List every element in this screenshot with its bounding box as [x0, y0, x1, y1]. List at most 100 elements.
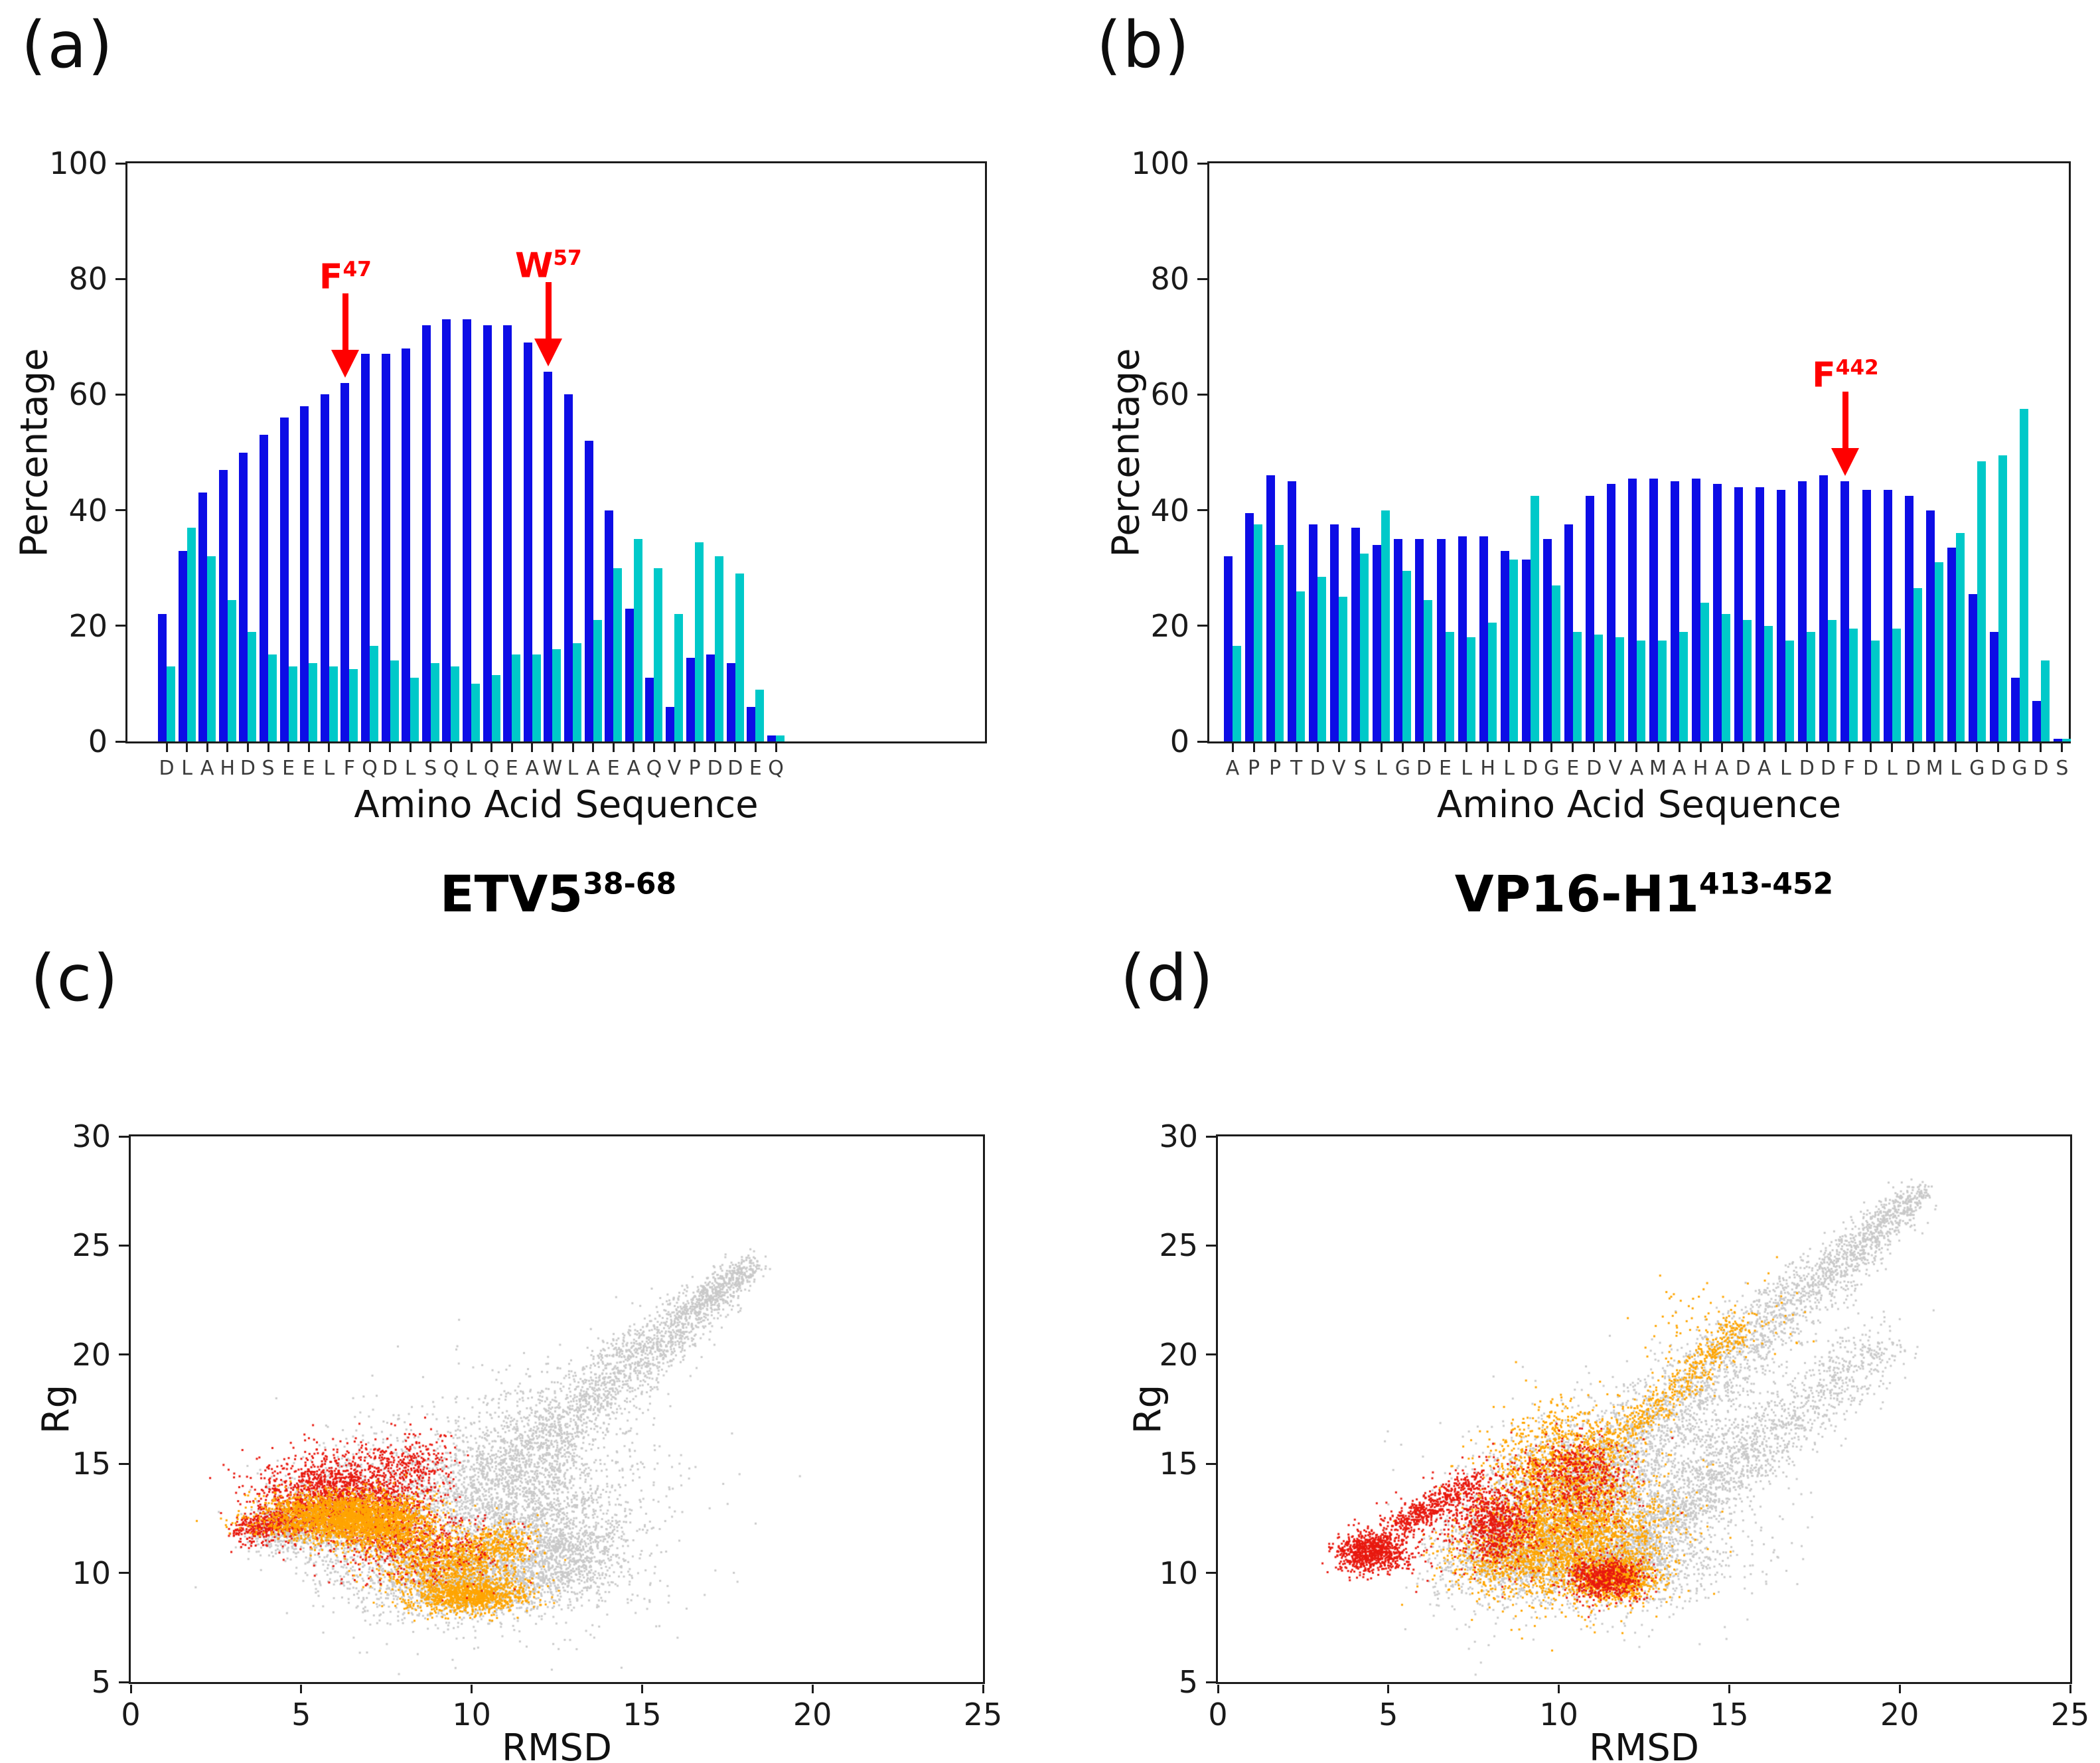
- scatter-canvas: [1218, 1136, 2070, 1682]
- x-tick-letter: D: [1799, 757, 1815, 780]
- scatter-chart-c: Rg RMSD 0 5 10 15 20 25 5 10 15 20 25 30: [35, 1121, 1003, 1763]
- x-tick-letter: Q: [362, 757, 378, 780]
- y-tick-mark: [119, 1353, 129, 1356]
- x-tick-mark: [551, 743, 554, 752]
- x-tick-letter: H: [1480, 757, 1495, 780]
- bar-cyan: [1892, 629, 1901, 741]
- bar-chart-vp16: Percentage Amino Acid Sequence 0 20 40 60 80…: [1105, 148, 2071, 826]
- bar-blue: [503, 325, 512, 741]
- x-tick-mark: [1529, 743, 1532, 752]
- x-tick-letter: S: [2056, 757, 2069, 780]
- x-tick-letter: G: [1969, 757, 1985, 780]
- bar-blue: [340, 382, 350, 741]
- x-tick-letter: V: [1331, 757, 1346, 780]
- y-tick-label: 20: [1150, 607, 1189, 644]
- x-tick-mark: [267, 743, 269, 752]
- x-tick-mark: [1805, 743, 1808, 752]
- bar-blue: [442, 319, 451, 741]
- scatter-chart-d: Rg RMSD 0 5 10 15 20 25 5 10 15 20 25 30: [1127, 1121, 2090, 1763]
- bar-cyan: [227, 599, 236, 741]
- x-tick-letter: D: [240, 757, 256, 780]
- x-tick-mark: [612, 743, 615, 752]
- x-tick-letter: E: [749, 757, 762, 780]
- x-tick-letter: V: [667, 757, 682, 780]
- y-tick-mark: [115, 162, 125, 165]
- annotation-sup: 442: [1835, 356, 1879, 380]
- bar-blue: [178, 550, 187, 741]
- y-tick-mark: [1197, 393, 1207, 396]
- bar-blue: [2032, 701, 2041, 741]
- x-tick-letter: E: [607, 757, 620, 780]
- x-tick-mark: [1465, 743, 1468, 752]
- y-tick-label: 100: [49, 145, 108, 181]
- bar-blue: [1330, 524, 1339, 741]
- x-tick-label: 15: [1710, 1697, 1749, 1732]
- x-tick-label: 15: [623, 1697, 662, 1732]
- x-tick-label: 10: [452, 1697, 491, 1732]
- bar-cyan: [1402, 571, 1412, 741]
- bar-blue: [1798, 481, 1807, 741]
- x-tick-mark: [694, 743, 696, 752]
- x-tick-mark: [1976, 743, 1979, 752]
- y-tick-label: 20: [1159, 1336, 1198, 1373]
- x-tick-letter: D: [1990, 757, 2006, 780]
- bar-blue: [300, 406, 309, 741]
- bar-blue: [1224, 556, 1233, 741]
- x-tick-mark: [328, 743, 331, 752]
- bar-cyan: [694, 542, 704, 741]
- bar-cyan: [1339, 597, 1348, 741]
- bar-blue: [747, 706, 756, 741]
- x-tick-mark: [1912, 743, 1915, 752]
- x-tick-letter: S: [1353, 757, 1367, 780]
- bar-blue: [1245, 512, 1254, 741]
- x-tick-letter: W: [542, 757, 563, 780]
- x-tick-mark: [754, 743, 757, 752]
- bar-cyan: [1509, 559, 1518, 741]
- y-tick-mark: [119, 1244, 129, 1247]
- x-tick-mark: [1635, 743, 1638, 752]
- x-tick-mark: [1827, 743, 1829, 752]
- x-tick-letter: A: [525, 757, 540, 780]
- y-tick-mark: [1206, 1462, 1216, 1465]
- y-tick-mark: [1197, 162, 1207, 165]
- bar-cyan: [715, 556, 724, 741]
- annotation-arrow-shaft: [1842, 392, 1848, 449]
- annotation-arrow-head: [534, 338, 563, 366]
- x-tick-mark: [1593, 743, 1596, 752]
- title-etv5-sup: 38-68: [583, 867, 677, 901]
- bar-cyan: [1233, 646, 1241, 741]
- y-tick-label: 30: [1159, 1118, 1198, 1154]
- y-tick-label: 40: [68, 492, 108, 528]
- bar-cyan: [1275, 544, 1284, 741]
- bar-cyan: [532, 654, 541, 741]
- x-tick-letter: L: [567, 757, 579, 780]
- bar-cyan: [187, 527, 196, 741]
- bar-cyan: [1530, 495, 1539, 741]
- bar-cyan: [593, 620, 602, 741]
- y-tick-mark: [115, 393, 125, 396]
- bar-cyan: [1870, 640, 1880, 741]
- bar-blue: [279, 418, 289, 741]
- bar-blue: [158, 614, 167, 741]
- x-tick-mark: [1699, 743, 1702, 752]
- bar-cyan: [288, 666, 297, 741]
- x-tick-mark: [471, 1685, 473, 1693]
- x-tick-mark: [1955, 743, 1957, 752]
- x-tick-letter: T: [1290, 757, 1303, 780]
- y-tick-mark: [119, 1681, 129, 1683]
- x-tick-letter: M: [1925, 757, 1943, 780]
- y-tick-mark: [1206, 1681, 1216, 1683]
- x-tick-mark: [1728, 1685, 1730, 1693]
- x-tick-label: 0: [121, 1697, 141, 1732]
- x-tick-mark: [1678, 743, 1681, 752]
- x-tick-mark: [300, 1685, 303, 1693]
- bar-blue: [625, 608, 634, 741]
- bar-blue: [544, 371, 553, 741]
- bar-cyan: [552, 649, 562, 741]
- x-tick-letter: D: [382, 757, 398, 780]
- bar-cyan: [268, 654, 277, 741]
- bar-cyan: [1743, 620, 1752, 741]
- x-tick-mark: [2061, 743, 2063, 752]
- bar-blue: [1436, 539, 1446, 741]
- x-axis-label-sequence-a: Amino Acid Sequence: [354, 783, 759, 826]
